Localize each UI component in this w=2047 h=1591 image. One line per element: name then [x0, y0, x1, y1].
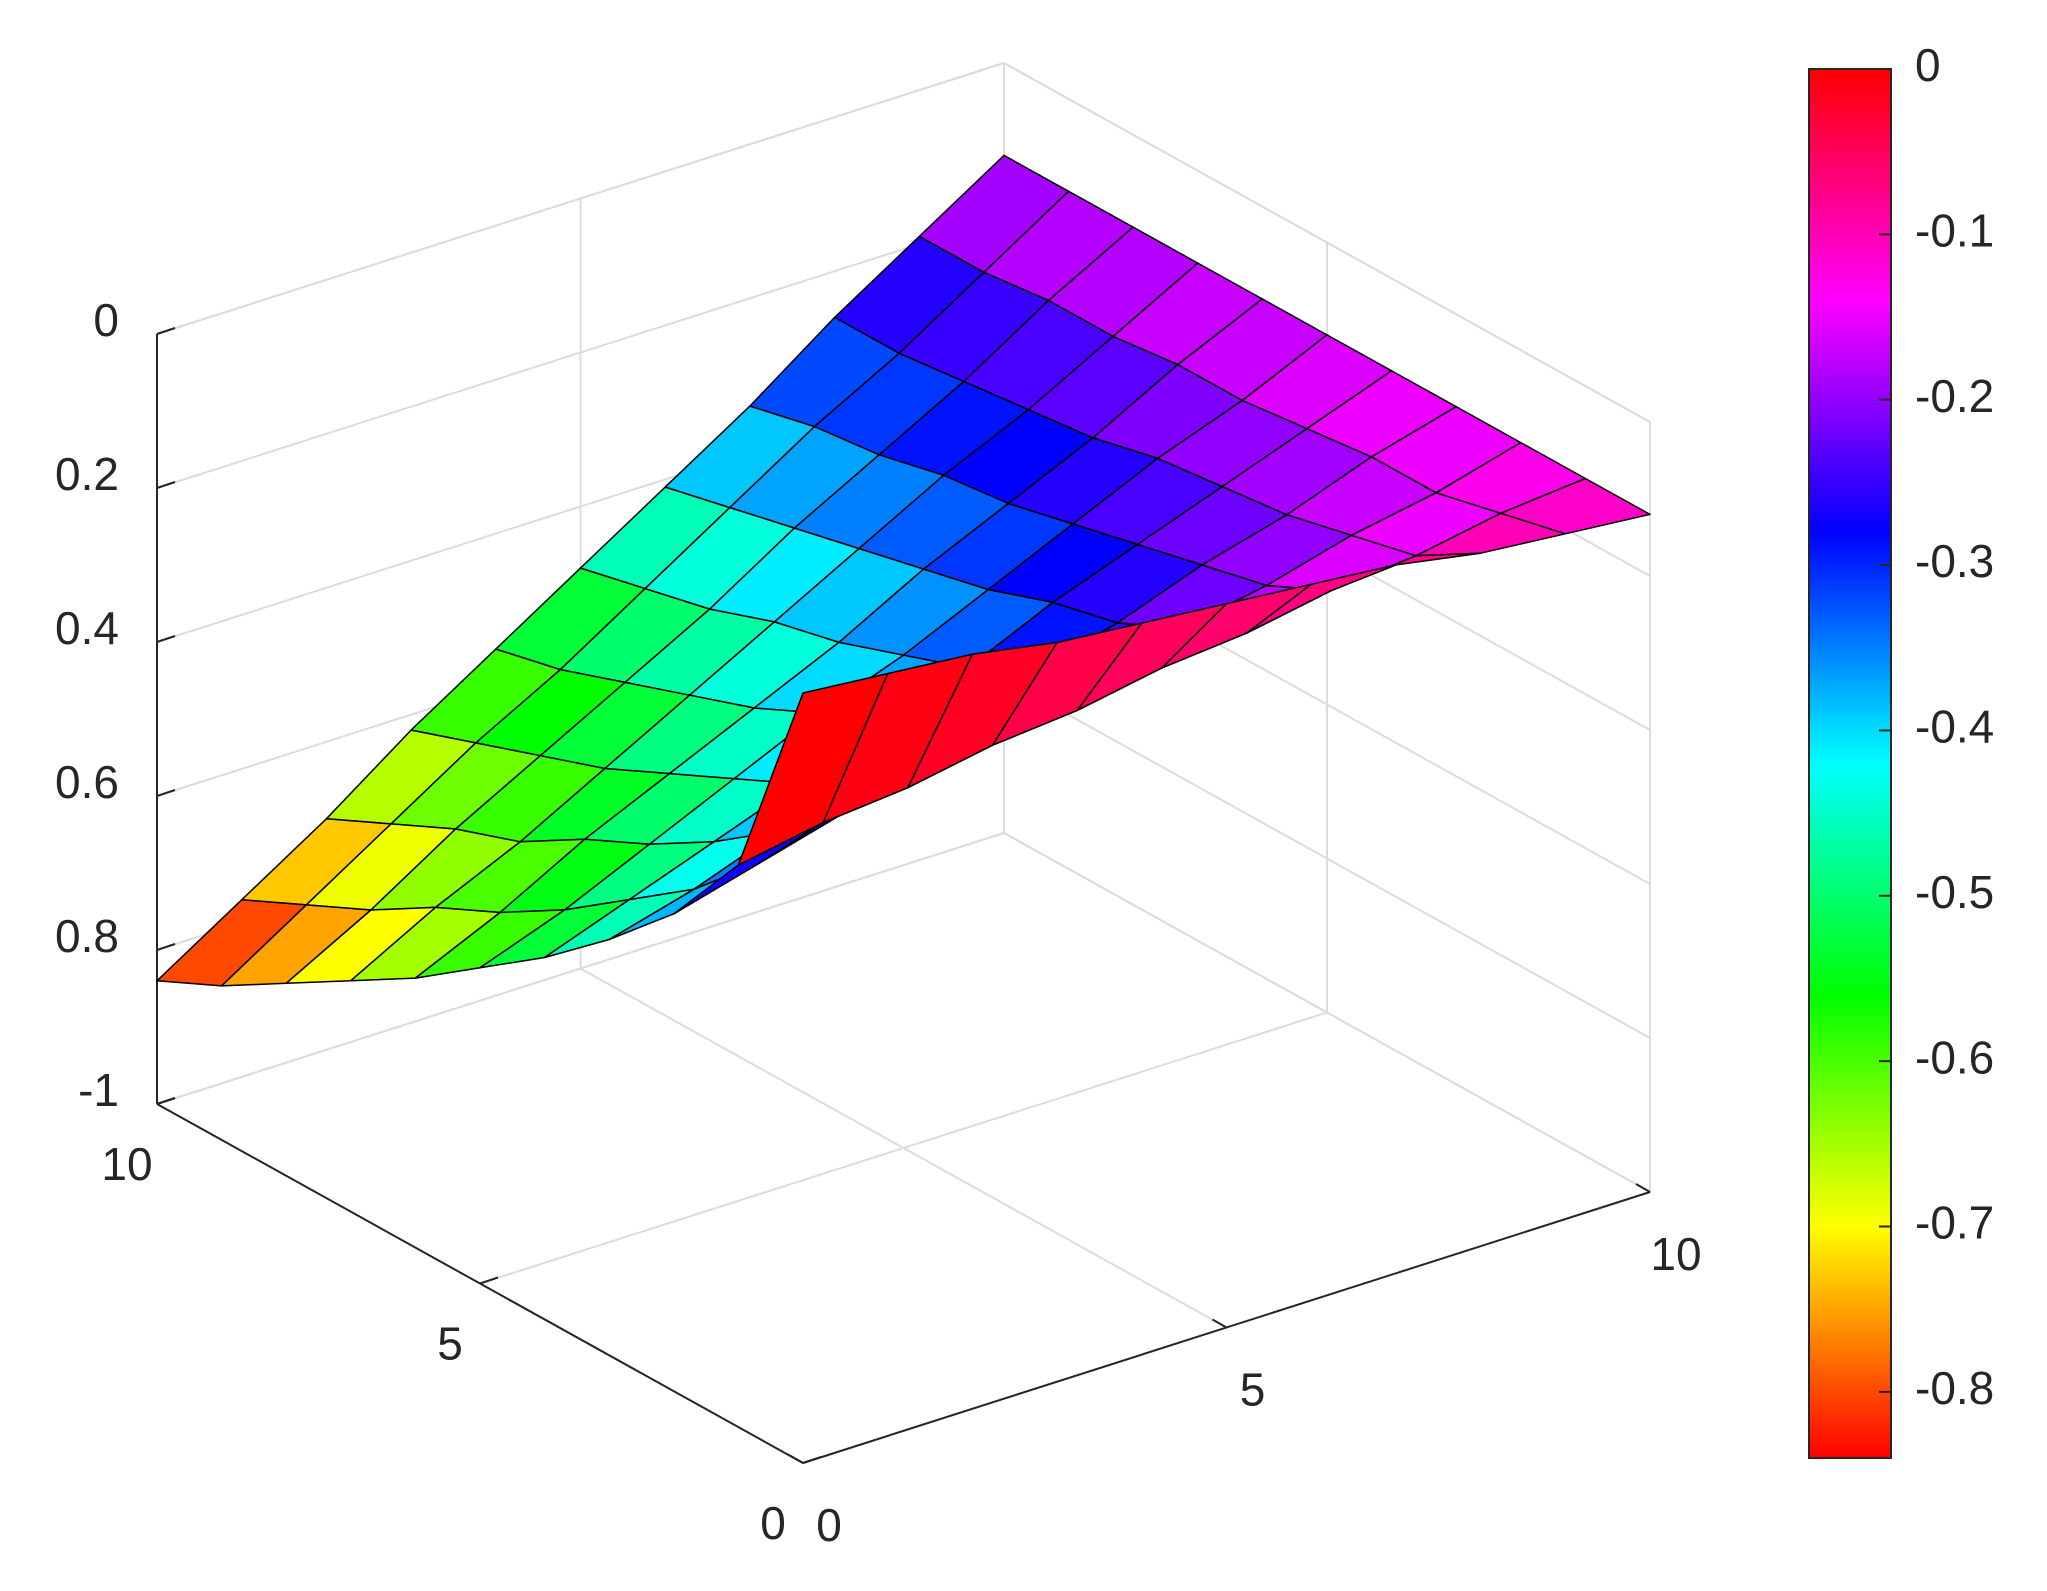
x-tick-label: 5 [1240, 1364, 1266, 1416]
colorbar-tick-label: -0.6 [1915, 1031, 1994, 1083]
z-tick-label: 0.8 [55, 910, 119, 962]
z-tick-label: 0 [93, 294, 119, 346]
colorbar-tick-label: -0.3 [1915, 535, 1994, 587]
z-tick [156, 635, 176, 643]
colorbar-tick-label: 0 [1915, 39, 1941, 91]
x-tick-label: 0 [816, 1499, 842, 1551]
colorbar-tick-label: -0.5 [1915, 866, 1994, 918]
z-tick [156, 327, 176, 335]
box-edge [156, 62, 1005, 335]
z-tick-label: 0.4 [55, 602, 119, 654]
z-tick [156, 789, 176, 797]
colorbar-tick-label: -0.8 [1915, 1362, 1994, 1414]
y-tick-label: 10 [101, 1138, 152, 1190]
x-tick-label: 10 [1650, 1228, 1701, 1280]
surface-patch [737, 672, 889, 866]
y-tick-label: 0 [760, 1497, 786, 1549]
z-tick [156, 943, 176, 951]
y-tick [802, 1456, 822, 1464]
z-tick [156, 481, 176, 489]
y-tick [156, 1097, 176, 1105]
box-edge [1003, 62, 1651, 423]
colorbar-tick-label: -0.4 [1915, 701, 1994, 753]
z-tick-label: 0.6 [55, 756, 119, 808]
x-tick [1212, 1318, 1227, 1329]
x-tick [788, 1454, 804, 1464]
y-tick-label: 5 [437, 1318, 463, 1370]
colorbar [1808, 68, 1892, 1459]
colorbar-tick-label: -0.7 [1915, 1197, 1994, 1249]
z-tick-label: 0.2 [55, 448, 119, 500]
z-tick-label: -1 [78, 1064, 119, 1116]
x-tick [1635, 1183, 1651, 1193]
colorbar-tick-label: -0.2 [1915, 370, 1994, 422]
colorbar-tick-label: -0.1 [1915, 205, 1994, 257]
y-tick [479, 1276, 499, 1285]
